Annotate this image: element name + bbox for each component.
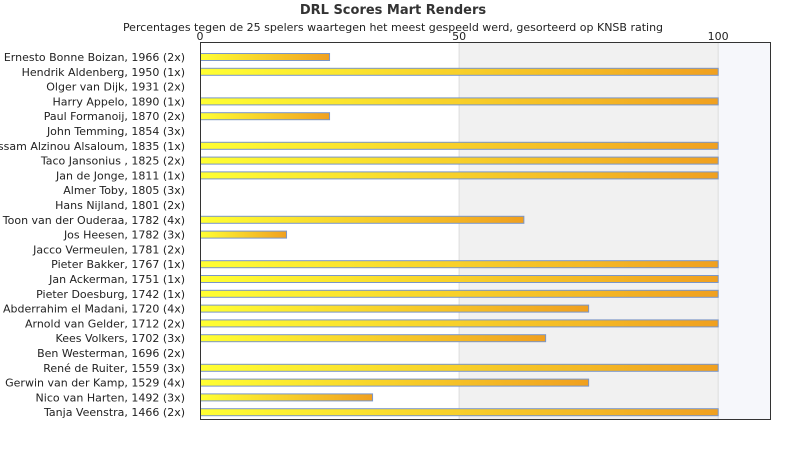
bar (200, 141, 719, 150)
bar (200, 230, 288, 239)
category-label: Olger van Dijk, 1931 (2x) (46, 81, 185, 94)
bar (200, 363, 719, 372)
category-labels: Ernesto Bonne Boizan, 1966 (2x) Hendrik A… (0, 51, 185, 419)
category-label: Harry Appelo, 1890 (1x) (53, 95, 186, 108)
category-label: Taco Jansonius , 1825 (2x) (40, 155, 185, 168)
bar (200, 67, 719, 76)
x-tick-0: 0 (197, 30, 204, 43)
bar (200, 289, 719, 298)
category-label: Jan de Jonge, 1811 (1x) (55, 169, 185, 182)
category-label: Almer Toby, 1805 (3x) (63, 184, 185, 197)
category-label: John Temming, 1854 (3x) (46, 125, 185, 138)
bar (200, 378, 590, 387)
category-label: Hussam Alzinou Alsaloum, 1835 (1x) (0, 140, 185, 153)
category-label: Jos Heesen, 1782 (3x) (63, 229, 185, 242)
category-label: Pieter Doesburg, 1742 (1x) (36, 288, 185, 301)
category-label: Toon van der Ouderaa, 1782 (4x) (2, 214, 185, 227)
bar (200, 408, 719, 417)
category-label: Hendrik Aldenberg, 1950 (1x) (22, 66, 185, 79)
category-label: Jacco Vermeulen, 1781 (2x) (32, 243, 185, 256)
category-label: Ben Westerman, 1696 (2x) (37, 347, 185, 360)
bars (200, 53, 719, 417)
bar (200, 334, 547, 343)
bar (200, 112, 331, 121)
bar (200, 53, 331, 61)
bar (200, 275, 719, 283)
category-label: Arnold van Gelder, 1712 (2x) (25, 317, 185, 330)
bar (200, 215, 525, 224)
category-label: Pieter Bakker, 1767 (1x) (51, 258, 185, 271)
bar (200, 97, 719, 106)
category-label: Abderrahim el Madani, 1720 (4x) (3, 303, 185, 316)
category-label: Jan Ackerman, 1751 (1x) (48, 273, 185, 286)
category-label: Kees Volkers, 1702 (3x) (56, 332, 185, 345)
category-label: Gerwin van der Kamp, 1529 (4x) (5, 377, 185, 390)
category-label: Ernesto Bonne Boizan, 1966 (2x) (4, 51, 185, 64)
category-label: Hans Nijland, 1801 (2x) (55, 199, 185, 212)
bar (200, 171, 719, 180)
plot-frame (200, 42, 771, 420)
category-label: René de Ruiter, 1559 (3x) (43, 362, 185, 375)
category-label: Paul Formanoij, 1870 (2x) (44, 110, 185, 123)
band-100-plus (718, 42, 770, 419)
bar (200, 319, 719, 328)
chart-subtitle: Percentages tegen de 25 spelers waartege… (122, 21, 664, 34)
chart-title: DRL Scores Mart Renders (299, 3, 487, 18)
bar (200, 304, 590, 313)
x-tick-labels: 0 50 100 (197, 30, 729, 43)
x-tick-50: 50 (452, 30, 466, 43)
bar (200, 156, 719, 165)
category-label: Tanja Veenstra, 1466 (2x) (43, 406, 185, 419)
category-label: Nico van Harten, 1492 (3x) (36, 391, 185, 404)
bar (200, 260, 719, 269)
x-tick-100: 100 (708, 30, 729, 43)
bar (200, 393, 374, 402)
